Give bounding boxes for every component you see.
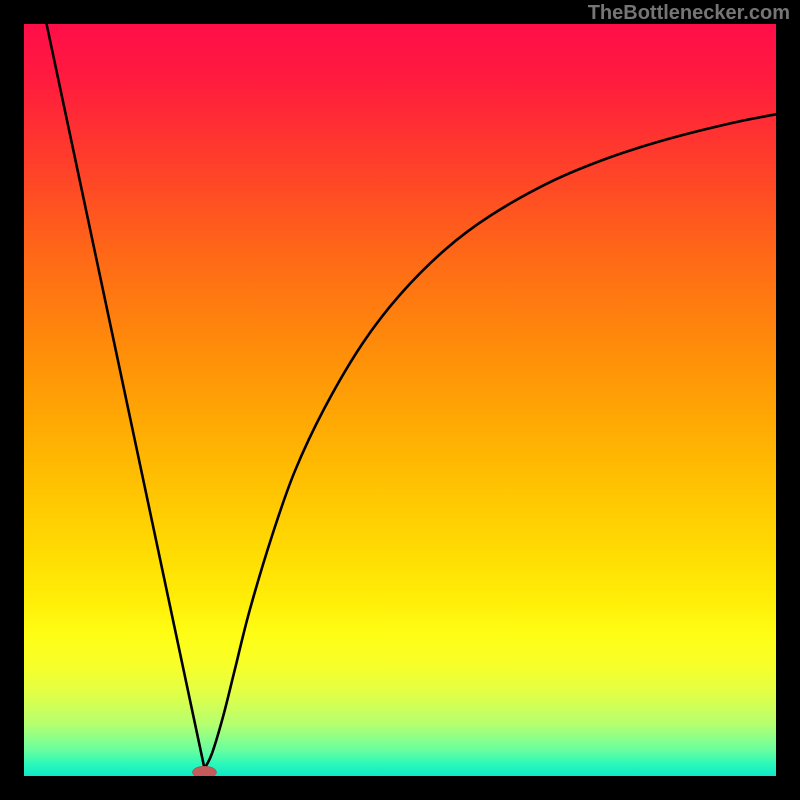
plot-area — [24, 24, 776, 776]
bottleneck-chart — [24, 24, 776, 776]
minimum-marker — [192, 766, 216, 776]
gradient-background — [24, 24, 776, 776]
watermark-text: TheBottlenecker.com — [588, 2, 790, 25]
